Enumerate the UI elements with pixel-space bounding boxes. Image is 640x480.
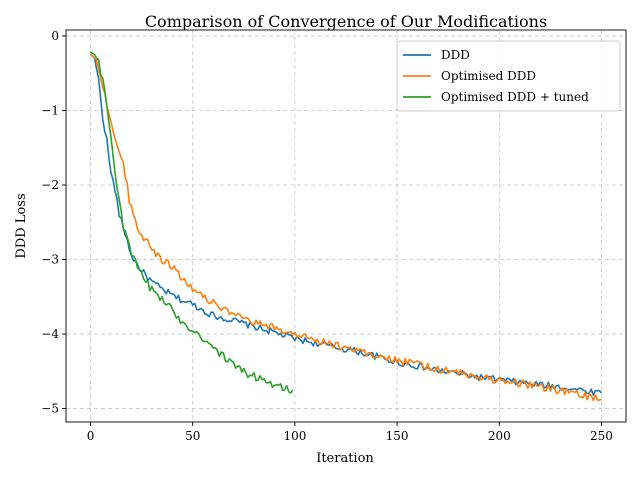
x-tick-label: 50 <box>185 429 200 443</box>
series-line-3 <box>90 51 294 394</box>
series-line-1 <box>89 54 603 396</box>
x-tick-label: 0 <box>87 429 95 443</box>
legend-label: DDD <box>441 48 470 62</box>
legend: DDD Optimised DDD Optimised DDD + tuned <box>396 40 621 112</box>
axis-ticks: 0 50 100 150 200 250 0 −1 −2 −3 −4 −5 <box>41 29 613 443</box>
legend-label: Optimised DDD <box>441 69 536 83</box>
x-tick-label: 100 <box>283 429 306 443</box>
y-axis-label: DDD Loss <box>14 193 29 258</box>
chart-title: Comparison of Convergence of Our Modific… <box>145 12 547 31</box>
x-axis-label: Iteration <box>316 451 374 466</box>
y-tick-label: −2 <box>41 178 59 192</box>
x-tick-label: 150 <box>386 429 409 443</box>
y-tick-label: −3 <box>41 253 59 267</box>
series-lines <box>89 51 603 402</box>
legend-box <box>396 40 621 112</box>
y-tick-label: −4 <box>41 327 59 341</box>
y-tick-label: 0 <box>51 29 59 43</box>
y-tick-label: −1 <box>41 103 59 117</box>
x-tick-label: 200 <box>488 429 511 443</box>
legend-label: Optimised DDD + tuned <box>441 90 589 104</box>
plot-frame <box>65 29 627 423</box>
y-tick-label: −5 <box>41 402 59 416</box>
x-tick-label: 250 <box>590 429 613 443</box>
series-line-2 <box>90 53 602 402</box>
